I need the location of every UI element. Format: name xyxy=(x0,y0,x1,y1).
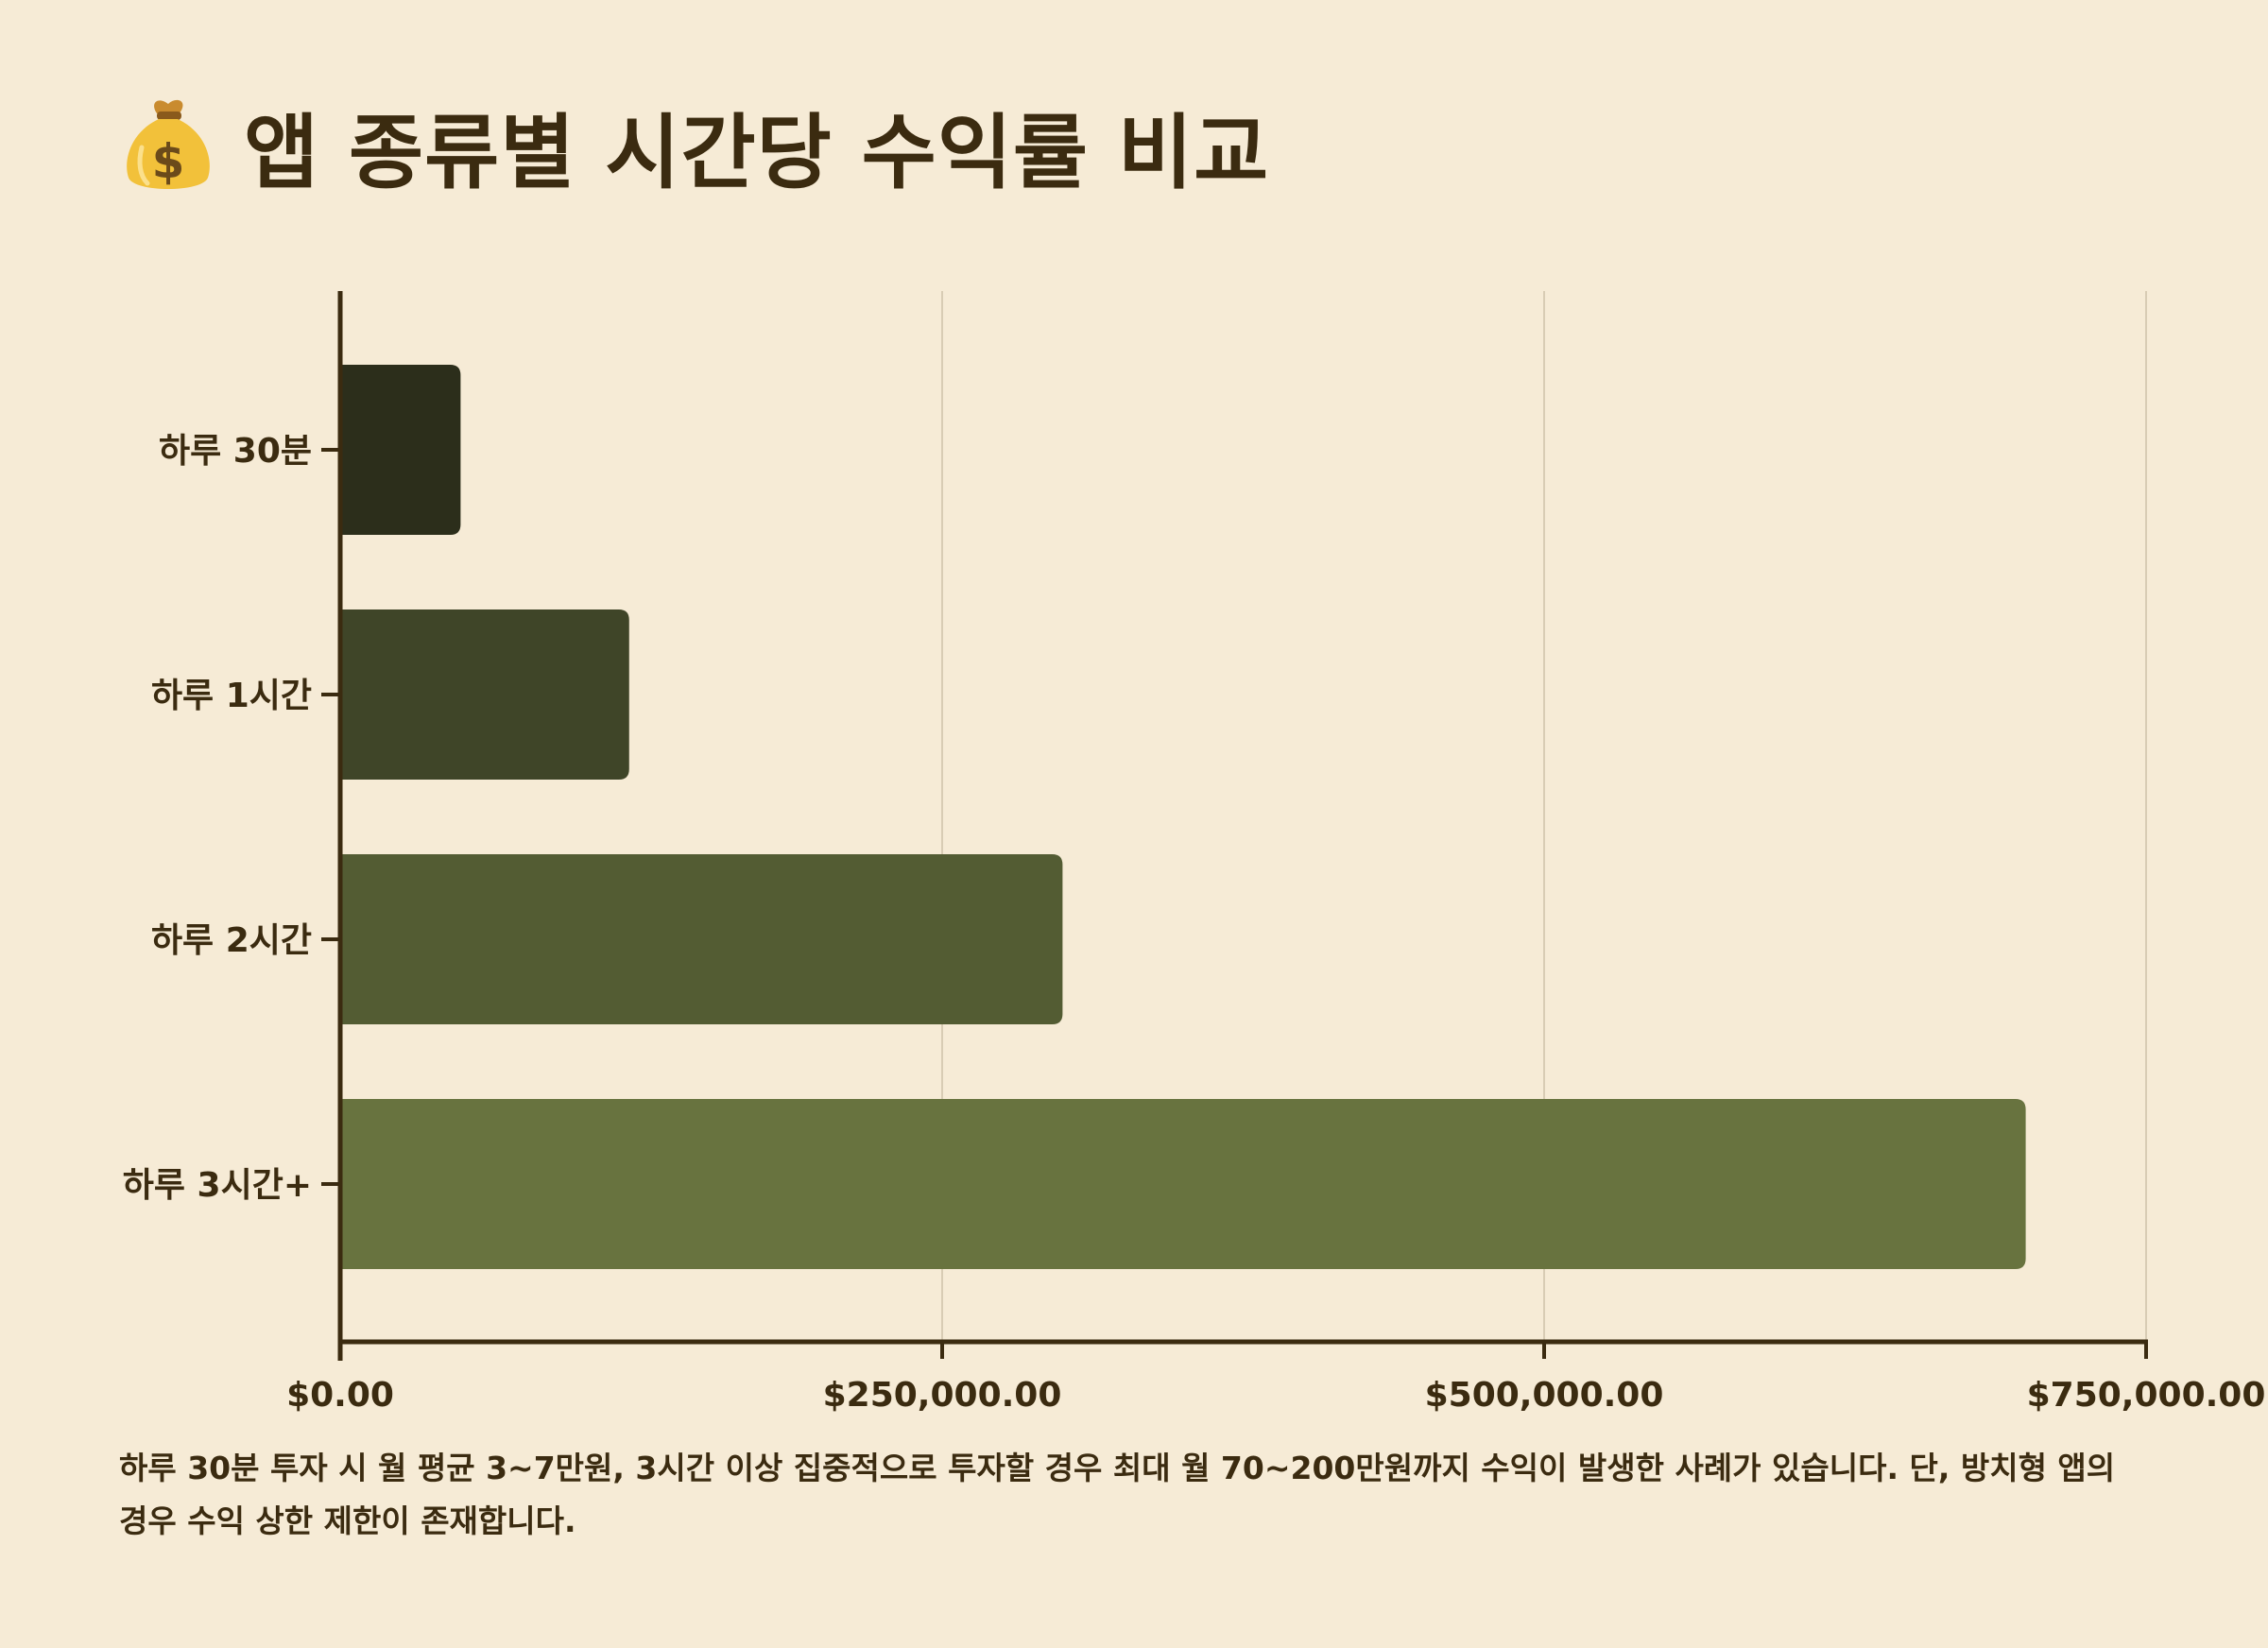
bar xyxy=(340,365,461,535)
y-tick-label: 하루 2시간 xyxy=(151,921,312,960)
y-tick-label: 하루 3시간+ xyxy=(123,1166,312,1205)
y-tick-label: 하루 30분 xyxy=(159,432,312,471)
axis-layer xyxy=(321,291,2148,1361)
x-tick-label: $250,000.00 xyxy=(823,1376,1062,1415)
y-tick-label: 하루 1시간 xyxy=(151,677,312,715)
x-tick-label: $0.00 xyxy=(286,1376,394,1415)
money-bag-icon: $ xyxy=(127,99,210,189)
svg-text:$: $ xyxy=(152,134,185,189)
bar xyxy=(340,1099,2026,1269)
page-title: 앱 종류별 시간당 수익률 비교 xyxy=(244,105,1270,200)
bar-layer xyxy=(340,365,2026,1269)
x-tick-label: $750,000.00 xyxy=(2027,1376,2266,1415)
chart-caption: 하루 30분 투자 시 월 평균 3~7만원, 3시간 이상 집중적으로 투자할… xyxy=(119,1450,2116,1539)
x-tick-label: $500,000.00 xyxy=(1425,1376,1664,1415)
bar xyxy=(340,609,629,780)
bar xyxy=(340,854,1063,1024)
chart-title: $ 앱 종류별 시간당 수익률 비교 xyxy=(121,83,1269,206)
label-layer: $0.00 $250,000.00 $500,000.00 $750,000.00 하루… xyxy=(123,432,2266,1415)
